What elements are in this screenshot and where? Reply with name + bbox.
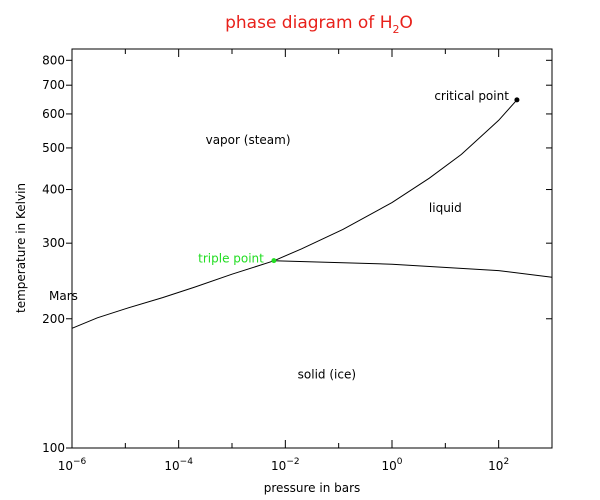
critical-point-label: critical point <box>434 89 509 103</box>
x-axis-label: pressure in bars <box>264 481 361 495</box>
chart-title-suffix: O <box>399 13 412 33</box>
y-tick-label: 500 <box>42 141 65 155</box>
x-tick-label: 10−2 <box>271 457 300 473</box>
y-tick-label: 600 <box>42 107 65 121</box>
regions-layer: vapor (steam) liquid solid (ice) <box>206 133 462 381</box>
x-tick-label: 10−4 <box>164 457 193 473</box>
y-tick-label: 400 <box>42 183 65 197</box>
y-tick-label: 300 <box>42 236 65 250</box>
x-tick-label: 102 <box>488 457 509 473</box>
region-label-1: liquid <box>429 201 462 215</box>
series-layer <box>71 99 553 329</box>
x-tick-label: 10−6 <box>58 457 87 473</box>
chart-title-main: phase diagram of H <box>225 13 392 33</box>
chart-title-subscript: 2 <box>392 23 399 36</box>
y-tick-label: 200 <box>42 312 65 326</box>
plot-frame <box>71 48 553 449</box>
phase-boundary-line-2 <box>273 260 553 278</box>
y-tick-label: 100 <box>42 441 65 455</box>
points-layer: triple point critical point <box>198 89 520 266</box>
region-label-2: solid (ice) <box>298 368 356 382</box>
triple-point-marker <box>271 258 277 264</box>
x-axis: 10−6 10−4 10−2 100 102 <box>58 49 553 473</box>
chart-title: phase diagram of H2O <box>225 13 413 36</box>
mars-annotation: Mars <box>49 289 78 303</box>
y-axis-label: temperature in Kelvin <box>14 183 28 313</box>
phase-boundary-line-0 <box>71 260 275 329</box>
x-tick-label: 100 <box>381 457 402 473</box>
phase-boundary-line-1 <box>273 99 518 262</box>
y-tick-label: 700 <box>42 78 65 92</box>
y-axis: 100 200 300 400 500 600 700 800 <box>42 53 552 455</box>
region-label-0: vapor (steam) <box>206 133 291 147</box>
y-tick-label: 800 <box>42 53 65 67</box>
triple-point-label: triple point <box>198 252 264 266</box>
critical-point-marker <box>514 97 520 103</box>
